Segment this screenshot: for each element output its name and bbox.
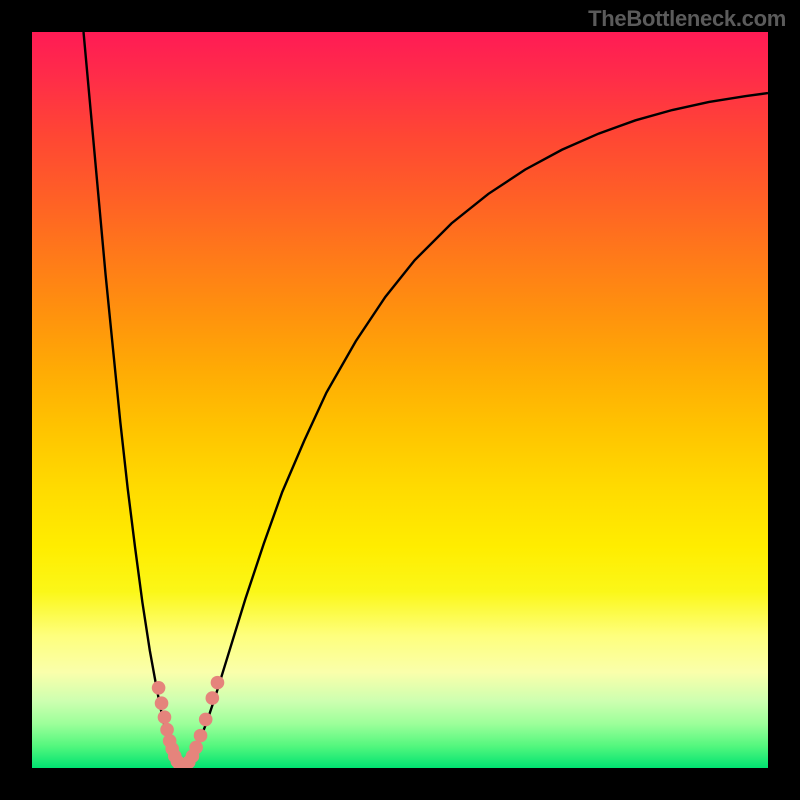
data-marker [211,676,225,690]
data-marker [206,691,220,705]
watermark-text: TheBottleneck.com [588,6,786,32]
outer-frame: TheBottleneck.com [0,0,800,800]
bottleneck-curve-chart [32,32,768,768]
chart-background [32,32,768,768]
data-marker [199,713,213,727]
data-marker [189,741,203,755]
data-marker [155,696,169,710]
data-marker [158,710,172,724]
data-marker [194,729,208,743]
data-marker [152,681,166,695]
